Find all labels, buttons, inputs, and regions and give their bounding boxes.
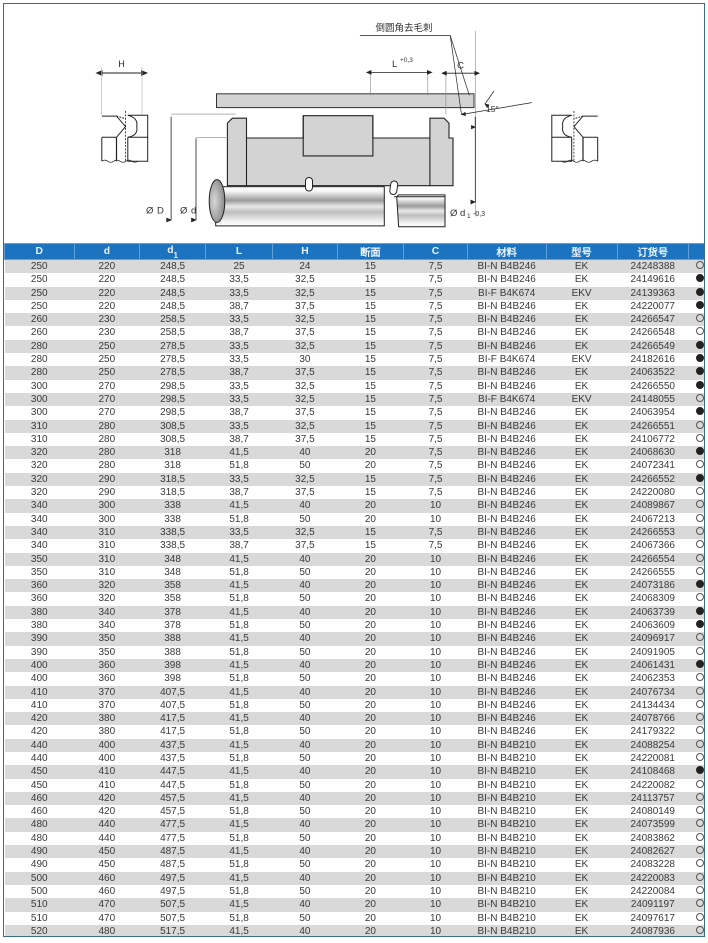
- svg-text:Ø: Ø: [180, 206, 188, 217]
- svg-text:L: L: [392, 59, 397, 70]
- svg-text:15°: 15°: [486, 104, 499, 114]
- svg-text:Ø d: Ø d: [450, 208, 465, 219]
- svg-text:H: H: [118, 59, 125, 69]
- svg-text:+0,3: +0,3: [400, 57, 413, 64]
- svg-text:-0,3: -0,3: [473, 211, 485, 218]
- svg-text:Ø: Ø: [146, 206, 154, 217]
- svg-text:C: C: [457, 61, 464, 72]
- svg-text:d: d: [191, 206, 196, 217]
- svg-text:1: 1: [467, 213, 471, 220]
- svg-text:D: D: [157, 206, 164, 217]
- svg-text:倒圆角去毛刺: 倒圆角去毛刺: [375, 22, 432, 34]
